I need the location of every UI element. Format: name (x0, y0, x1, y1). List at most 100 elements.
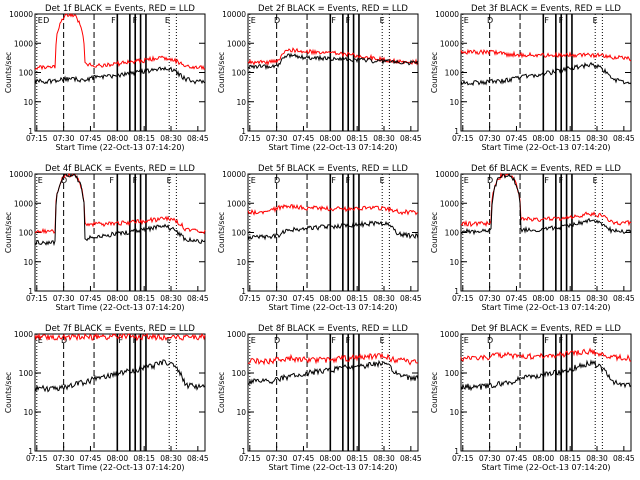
x-tick-label: 07:45 (293, 294, 315, 303)
x-tick-label: 08:30 (160, 454, 182, 463)
y-tick-label: 100 (19, 229, 34, 238)
marker-label: E (380, 336, 385, 345)
lld-series-line (460, 172, 632, 228)
marker-label: F (346, 16, 351, 25)
y-tick-label: 1 (454, 447, 459, 456)
x-tick-label: 07:30 (479, 134, 501, 143)
y-axis-label: Counts/sec (4, 372, 13, 413)
plot-frame (34, 333, 206, 452)
events-series-line (34, 66, 206, 85)
marker-label: F (544, 16, 549, 25)
x-tick-label: 07:30 (53, 294, 75, 303)
marker-label: E (38, 176, 43, 185)
x-tick-label: 08:45 (613, 454, 635, 463)
panel-title: Det 7f BLACK = Events, RED = LLD (45, 324, 195, 334)
plot-frame (247, 333, 419, 452)
marker-label: D (274, 336, 280, 345)
y-tick-label: 10 (23, 408, 33, 417)
x-tick-label: 08:45 (400, 294, 422, 303)
x-tick-label: 08:15 (133, 134, 155, 143)
x-tick-label: 08:00 (533, 454, 555, 463)
panel-title: Det 6f BLACK = Events, RED = LLD (471, 164, 621, 174)
panel-title: Det 8f BLACK = Events, RED = LLD (258, 324, 408, 334)
lld-series-line (460, 347, 631, 362)
y-tick-label: 10 (236, 258, 246, 267)
y-axis-label: Counts/sec (4, 52, 13, 93)
marker-label: F (331, 336, 336, 345)
events-series-line (460, 172, 632, 236)
y-tick-label: 1 (241, 287, 246, 296)
x-tick-label: 07:15 (26, 134, 48, 143)
marker-label: D (274, 16, 280, 25)
plot-frame (247, 173, 419, 292)
x-tick-label: 07:45 (80, 134, 102, 143)
x-tick-label: 08:15 (346, 134, 368, 143)
lld-series-line (460, 48, 632, 62)
x-axis-label: Start Time (22-Oct-13 07:14:20) (55, 463, 184, 472)
x-axis-label: Start Time (22-Oct-13 07:14:20) (268, 143, 397, 152)
x-tick-label: 08:00 (107, 134, 129, 143)
x-tick-label: 08:30 (160, 134, 182, 143)
marker-label: D (61, 336, 67, 345)
marker-label: F (559, 16, 564, 25)
y-tick-label: 10 (236, 408, 246, 417)
marker-label: E (464, 336, 469, 345)
x-tick-label: 07:45 (506, 134, 528, 143)
detector-panel: Det 2f BLACK = Events, RED = LLD 1 10 100 10… (217, 4, 422, 152)
y-tick-label: 1000 (440, 39, 459, 48)
y-tick-label: 100 (19, 69, 34, 78)
y-tick-label: 10000 (9, 10, 33, 19)
x-tick-label: 07:45 (293, 454, 315, 463)
plot-frame (34, 13, 206, 132)
x-tick-label: 08:15 (133, 454, 155, 463)
marker-label: E (38, 16, 43, 25)
x-tick-label: 08:15 (133, 294, 155, 303)
x-tick-label: 07:45 (80, 294, 102, 303)
marker-label: F (133, 176, 138, 185)
y-tick-label: 1000 (14, 330, 33, 339)
x-tick-label: 08:45 (400, 454, 422, 463)
x-tick-label: 08:30 (586, 134, 608, 143)
x-tick-label: 07:15 (239, 134, 261, 143)
detector-panel: Det 4f BLACK = Events, RED = LLD 1 10 100 10… (4, 164, 209, 312)
y-tick-label: 10 (449, 408, 459, 417)
marker-label: F (559, 336, 564, 345)
y-tick-label: 1 (28, 287, 33, 296)
marker-label: E (251, 16, 256, 25)
x-tick-label: 08:00 (320, 134, 342, 143)
y-tick-label: 1000 (14, 199, 33, 208)
x-tick-label: 07:15 (452, 134, 474, 143)
x-axis-label: Start Time (22-Oct-13 07:14:20) (55, 143, 184, 152)
marker-label: F (346, 176, 351, 185)
marker-label: D (487, 336, 493, 345)
marker-label: E (464, 176, 469, 185)
x-axis-label: Start Time (22-Oct-13 07:14:20) (268, 303, 397, 312)
y-tick-label: 10 (449, 258, 459, 267)
x-tick-label: 07:45 (506, 454, 528, 463)
detector-panel: Det 7f BLACK = Events, RED = LLD 1 10 100 10… (4, 324, 209, 472)
y-tick-label: 1 (241, 447, 246, 456)
y-tick-label: 10 (449, 98, 459, 107)
marker-label: E (38, 336, 43, 345)
x-tick-label: 07:30 (266, 294, 288, 303)
x-tick-label: 07:15 (452, 454, 474, 463)
y-tick-label: 100 (445, 229, 460, 238)
events-series-line (460, 359, 632, 392)
x-tick-label: 07:30 (479, 454, 501, 463)
x-tick-label: 07:45 (506, 294, 528, 303)
x-tick-label: 08:45 (187, 454, 209, 463)
y-tick-label: 1 (454, 287, 459, 296)
x-tick-label: 08:30 (160, 294, 182, 303)
detector-panel: Det 3f BLACK = Events, RED = LLD 1 10 100 10… (430, 4, 635, 152)
lld-series-line (247, 203, 419, 216)
marker-label: F (544, 336, 549, 345)
y-tick-label: 10000 (222, 170, 246, 179)
marker-label: E (593, 336, 598, 345)
marker-label: E (165, 16, 170, 25)
x-axis-label: Start Time (22-Oct-13 07:14:20) (481, 143, 610, 152)
y-axis-label: Counts/sec (430, 52, 439, 93)
y-tick-label: 1 (28, 127, 33, 136)
y-tick-label: 1000 (227, 39, 246, 48)
x-tick-label: 07:15 (26, 294, 48, 303)
y-tick-label: 1 (241, 127, 246, 136)
